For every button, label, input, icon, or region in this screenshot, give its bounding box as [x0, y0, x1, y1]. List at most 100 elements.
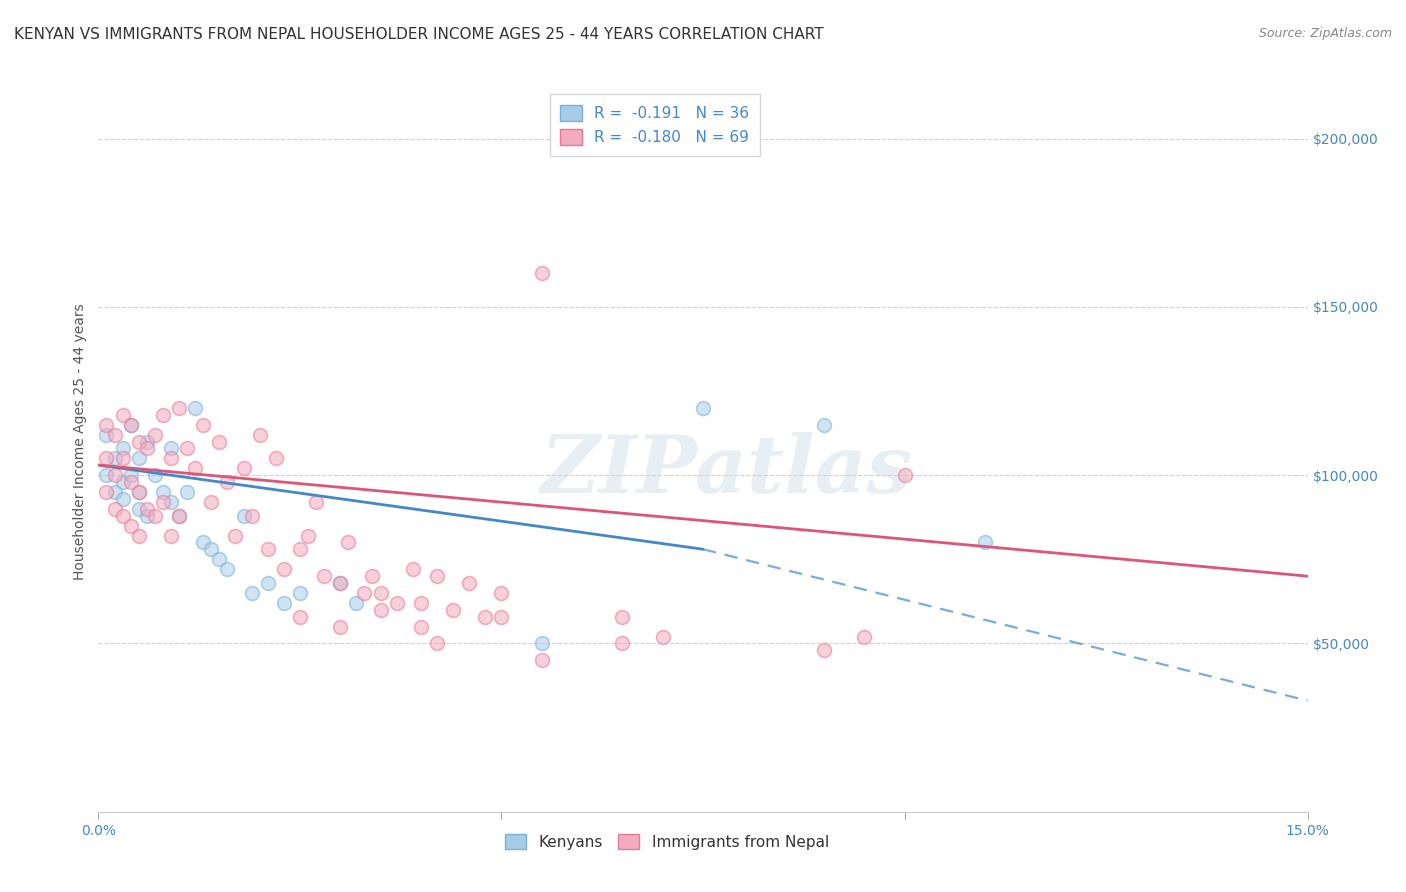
Point: [184, 461, 207, 475]
Point: [314, 569, 336, 583]
Point: [143, 508, 166, 523]
Point: [893, 468, 915, 483]
Point: [96, 417, 118, 432]
Text: Source: ZipAtlas.com: Source: ZipAtlas.com: [1258, 27, 1392, 40]
Point: [200, 542, 222, 557]
Point: [402, 562, 425, 576]
Point: [409, 596, 432, 610]
Point: [208, 552, 231, 566]
Point: [297, 529, 319, 543]
Point: [692, 401, 714, 415]
Point: [128, 434, 150, 449]
Point: [135, 508, 157, 523]
Point: [103, 485, 125, 500]
Point: [361, 569, 384, 583]
Point: [111, 451, 134, 466]
Point: [152, 485, 174, 500]
Point: [474, 609, 496, 624]
Point: [441, 603, 464, 617]
Point: [249, 427, 271, 442]
Point: [111, 408, 134, 422]
Point: [160, 451, 183, 466]
Point: [120, 475, 142, 489]
Point: [288, 542, 311, 557]
Point: [135, 501, 157, 516]
Point: [120, 417, 142, 432]
Point: [160, 442, 183, 456]
Point: [974, 535, 997, 549]
Point: [256, 542, 278, 557]
Point: [96, 427, 118, 442]
Point: [288, 586, 311, 600]
Point: [120, 468, 142, 483]
Point: [256, 575, 278, 590]
Point: [184, 401, 207, 415]
Point: [385, 596, 408, 610]
Point: [370, 586, 392, 600]
Point: [217, 562, 239, 576]
Point: [176, 485, 198, 500]
Text: ZIPatlas: ZIPatlas: [541, 433, 914, 510]
Point: [152, 495, 174, 509]
Point: [152, 408, 174, 422]
Point: [612, 636, 634, 650]
Point: [167, 508, 190, 523]
Point: [491, 609, 513, 624]
Point: [111, 508, 134, 523]
Point: [128, 529, 150, 543]
Point: [240, 508, 263, 523]
Point: [160, 495, 183, 509]
Point: [128, 485, 150, 500]
Point: [128, 485, 150, 500]
Point: [288, 609, 311, 624]
Point: [530, 266, 553, 280]
Point: [813, 417, 835, 432]
Point: [120, 518, 142, 533]
Point: [491, 586, 513, 600]
Point: [853, 630, 876, 644]
Point: [240, 586, 263, 600]
Point: [103, 468, 125, 483]
Point: [167, 401, 190, 415]
Point: [160, 529, 183, 543]
Point: [217, 475, 239, 489]
Point: [530, 636, 553, 650]
Point: [426, 636, 449, 650]
Point: [111, 442, 134, 456]
Point: [103, 501, 125, 516]
Point: [273, 596, 295, 610]
Legend: Kenyans, Immigrants from Nepal: Kenyans, Immigrants from Nepal: [499, 828, 835, 856]
Point: [135, 442, 157, 456]
Point: [167, 508, 190, 523]
Point: [208, 434, 231, 449]
Point: [111, 475, 134, 489]
Point: [651, 630, 673, 644]
Point: [103, 427, 125, 442]
Y-axis label: Householder Income Ages 25 - 44 years: Householder Income Ages 25 - 44 years: [73, 303, 87, 580]
Point: [273, 562, 295, 576]
Point: [370, 603, 392, 617]
Point: [232, 508, 254, 523]
Point: [813, 643, 835, 657]
Point: [111, 491, 134, 506]
Point: [329, 575, 352, 590]
Point: [96, 451, 118, 466]
Point: [103, 451, 125, 466]
Point: [128, 451, 150, 466]
Point: [193, 417, 215, 432]
Point: [353, 586, 375, 600]
Point: [232, 461, 254, 475]
Point: [120, 417, 142, 432]
Point: [135, 434, 157, 449]
Point: [458, 575, 481, 590]
Point: [224, 529, 246, 543]
Point: [612, 609, 634, 624]
Point: [329, 575, 352, 590]
Point: [344, 596, 367, 610]
Point: [96, 468, 118, 483]
Point: [305, 495, 328, 509]
Point: [264, 451, 287, 466]
Point: [329, 619, 352, 633]
Point: [337, 535, 360, 549]
Point: [96, 485, 118, 500]
